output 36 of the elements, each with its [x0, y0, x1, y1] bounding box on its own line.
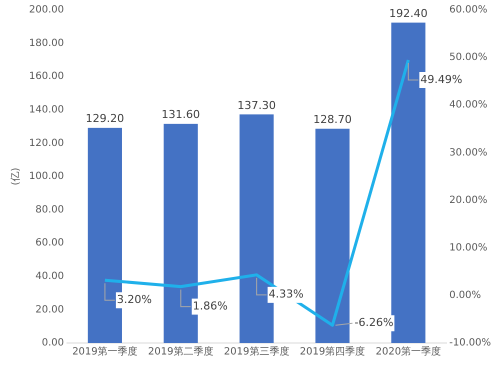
- y-tick-label: 120.00: [28, 138, 64, 149]
- y-tick-label: 60.00: [35, 238, 64, 249]
- data-label: 49.49%: [420, 72, 462, 86]
- y2-tick-label: -10.00%: [449, 338, 492, 349]
- y2-tick-label: 40.00%: [449, 100, 488, 111]
- data-label: 129.20: [86, 112, 124, 126]
- x-tick-label: 2019第四季度: [300, 346, 366, 358]
- y-tick-label: 100.00: [28, 171, 64, 182]
- y-tick-label: 40.00: [35, 270, 64, 282]
- data-label: 131.60: [162, 108, 200, 122]
- data-label: 128.70: [313, 113, 352, 126]
- y2-tick-label: 50.00%: [449, 52, 488, 64]
- data-label: 4.33%: [268, 288, 304, 301]
- y-axis-title: (亿): [10, 168, 22, 186]
- bar: [315, 128, 350, 343]
- y-tick-label: 80.00: [35, 204, 64, 216]
- y-tick-label: 160.00: [28, 71, 64, 82]
- data-label: 137.30: [237, 98, 276, 112]
- y-tick-label: 140.00: [28, 104, 64, 116]
- y2-tick-label: 30.00%: [449, 147, 488, 158]
- y2-tick-label: 20.00%: [449, 194, 488, 206]
- y2-tick-label: 10.00%: [449, 242, 488, 254]
- x-tick-label: 2019第一季度: [72, 346, 138, 358]
- y-tick-label: 0.00: [42, 338, 64, 349]
- y-tick-label: 20.00: [35, 304, 64, 316]
- y-tick-label: 200.00: [28, 4, 64, 16]
- data-label: 192.40: [389, 7, 428, 20]
- data-label: -6.26%: [354, 316, 394, 330]
- x-tick-label: 2020第一季度: [376, 346, 442, 358]
- y-tick-label: 180.00: [28, 38, 64, 49]
- y2-tick-label: 0.00%: [449, 290, 482, 302]
- data-label: 3.20%: [116, 293, 152, 306]
- y2-tick-label: 60.00%: [449, 4, 488, 16]
- data-label: 1.86%: [192, 299, 228, 312]
- x-tick-label: 2019第三季度: [224, 346, 290, 358]
- x-tick-label: 2019第二季度: [148, 346, 214, 358]
